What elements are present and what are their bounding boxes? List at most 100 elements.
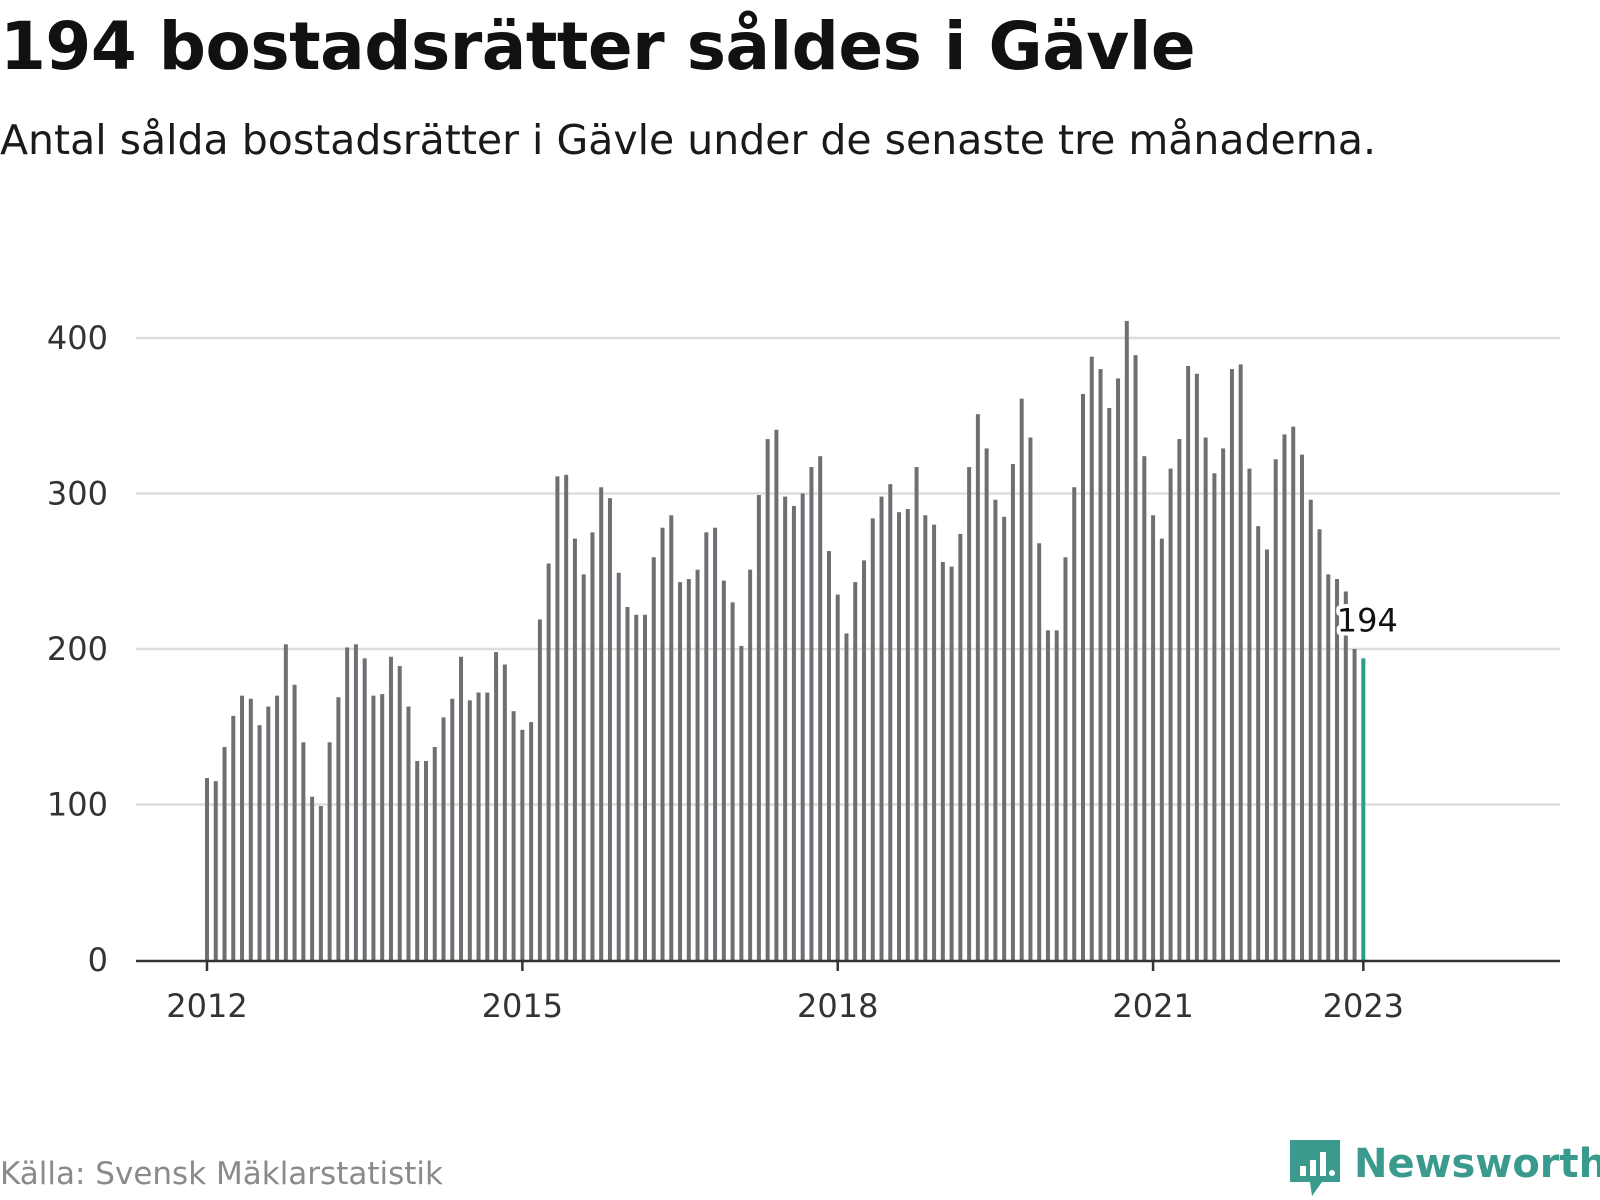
bar xyxy=(213,781,218,960)
bar xyxy=(844,633,849,960)
bar xyxy=(511,711,516,960)
bar xyxy=(590,532,595,960)
bar xyxy=(1159,538,1164,960)
bar xyxy=(905,509,910,960)
bar xyxy=(1291,426,1296,960)
bar xyxy=(266,706,271,960)
y-tick-label-0: 0 xyxy=(88,941,108,979)
bar xyxy=(397,666,402,960)
bar xyxy=(1256,526,1261,960)
bar xyxy=(1124,320,1129,960)
bar-highlight xyxy=(1361,658,1366,960)
bar xyxy=(1308,499,1313,960)
bar xyxy=(283,644,288,960)
bar xyxy=(660,527,665,960)
bar xyxy=(713,527,718,960)
bar xyxy=(1229,369,1234,961)
bar xyxy=(1264,549,1269,960)
bar xyxy=(625,607,630,960)
y-tick-label-100: 100 xyxy=(47,786,108,824)
bar xyxy=(1335,579,1340,960)
bar xyxy=(494,652,499,960)
bar xyxy=(1116,378,1121,960)
bar xyxy=(327,742,332,960)
bar xyxy=(467,700,472,960)
bar xyxy=(1212,473,1217,960)
bar xyxy=(520,729,525,960)
bar xyxy=(362,658,367,960)
bar xyxy=(932,524,937,960)
bar xyxy=(616,572,621,960)
bar xyxy=(1300,454,1304,960)
bar xyxy=(1063,557,1068,960)
bar xyxy=(406,706,411,960)
chart-subtitle: Antal sålda bostadsrätter i Gävle under … xyxy=(0,116,1377,164)
bar xyxy=(669,515,674,960)
x-tick-label-2023: 2023 xyxy=(1323,987,1404,1025)
bar xyxy=(975,414,980,960)
bar xyxy=(949,566,954,960)
bar xyxy=(432,746,437,960)
bar xyxy=(310,796,315,960)
bar xyxy=(756,495,761,960)
bar xyxy=(555,476,560,960)
bar xyxy=(1089,356,1094,960)
bar xyxy=(967,467,972,960)
bar xyxy=(257,725,262,960)
y-tick-label-200: 200 xyxy=(47,630,108,668)
bar xyxy=(371,695,376,960)
bar xyxy=(1352,649,1357,960)
bar xyxy=(599,487,604,960)
bar xyxy=(607,498,612,960)
x-tick-label-2012: 2012 xyxy=(166,987,247,1025)
x-tick-label-2018: 2018 xyxy=(797,987,878,1025)
bar xyxy=(984,448,989,960)
bar xyxy=(1054,630,1059,960)
bar xyxy=(730,602,735,960)
bar xyxy=(1186,365,1191,960)
bar xyxy=(914,467,919,960)
bar xyxy=(1019,398,1024,960)
bar xyxy=(862,560,866,960)
bar xyxy=(1238,364,1243,960)
bars xyxy=(205,320,1366,961)
bar xyxy=(1317,529,1322,960)
bar xyxy=(1081,393,1085,961)
bar xyxy=(1028,437,1033,960)
bar xyxy=(1247,468,1252,960)
bar xyxy=(546,563,551,960)
bar xyxy=(537,619,542,960)
bar xyxy=(1098,369,1103,961)
bar xyxy=(345,647,350,960)
bar xyxy=(634,614,639,960)
bar xyxy=(1072,487,1077,960)
bar xyxy=(231,715,236,960)
bar xyxy=(240,695,245,960)
highlight-value-halo: 194 xyxy=(1337,601,1398,639)
x-tick-label-2015: 2015 xyxy=(482,987,563,1025)
bar xyxy=(748,569,753,960)
bar xyxy=(1203,437,1208,960)
highlight-value-label: 194 xyxy=(1337,601,1398,639)
bar xyxy=(686,579,691,960)
bar xyxy=(318,806,323,960)
bar xyxy=(940,561,945,960)
bar xyxy=(441,717,446,960)
bar xyxy=(1273,459,1278,960)
bar xyxy=(870,518,875,960)
bar xyxy=(835,594,840,960)
bar xyxy=(818,456,823,960)
bar xyxy=(1151,515,1156,960)
bar xyxy=(248,698,253,960)
chart-title: 194 bostadsrätter såldes i Gävle xyxy=(0,8,1196,85)
bar xyxy=(678,582,683,960)
bar xyxy=(1037,543,1042,960)
bar xyxy=(572,538,577,960)
bar xyxy=(450,698,455,960)
bar xyxy=(353,644,358,960)
bar xyxy=(1343,591,1348,960)
bar xyxy=(380,694,385,960)
bar xyxy=(1282,434,1287,960)
